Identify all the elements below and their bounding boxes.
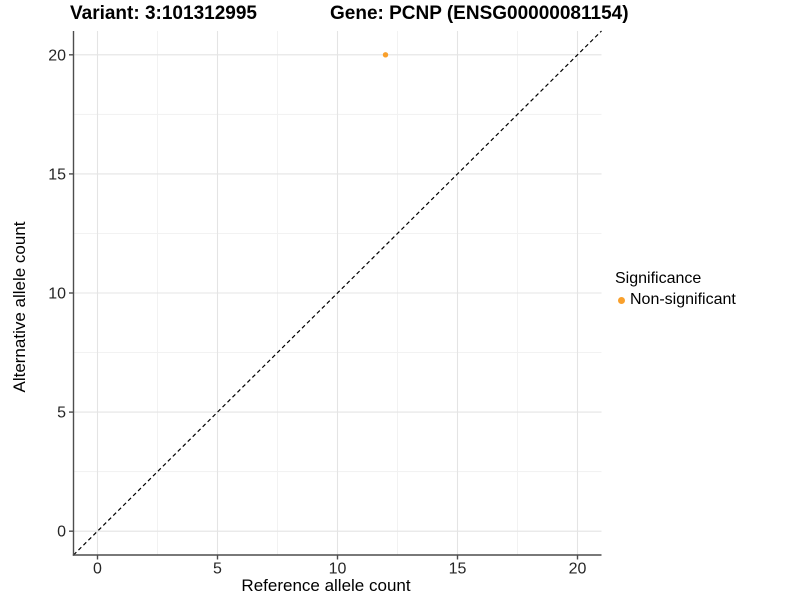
x-tick-label: 20 bbox=[569, 561, 587, 578]
y-tick-label: 15 bbox=[48, 166, 66, 183]
legend-item: Non-significant bbox=[615, 291, 736, 309]
plot-title-gene: Gene: PCNP (ENSG00000081154) bbox=[330, 3, 629, 24]
legend-point-icon bbox=[618, 297, 625, 304]
legend: Significance Non-significant bbox=[615, 269, 736, 309]
x-tick-label: 10 bbox=[329, 561, 347, 578]
legend-item-label: Non-significant bbox=[630, 291, 736, 308]
y-axis-label: Alternative allele count bbox=[10, 221, 29, 393]
y-tick-label: 20 bbox=[48, 47, 66, 64]
identity-line bbox=[73, 30, 602, 556]
x-tick-label: 15 bbox=[449, 561, 467, 578]
y-tick-label: 10 bbox=[48, 286, 66, 303]
y-tick-label: 5 bbox=[57, 405, 66, 422]
plot-title-variant: Variant: 3:101312995 bbox=[70, 3, 257, 24]
legend-title: Significance bbox=[615, 270, 702, 287]
x-tick-label: 0 bbox=[93, 561, 102, 578]
y-tick-label: 0 bbox=[57, 524, 66, 541]
x-tick-label: 5 bbox=[213, 561, 222, 578]
data-point bbox=[382, 52, 389, 58]
x-axis-label: Reference allele count bbox=[241, 576, 411, 595]
